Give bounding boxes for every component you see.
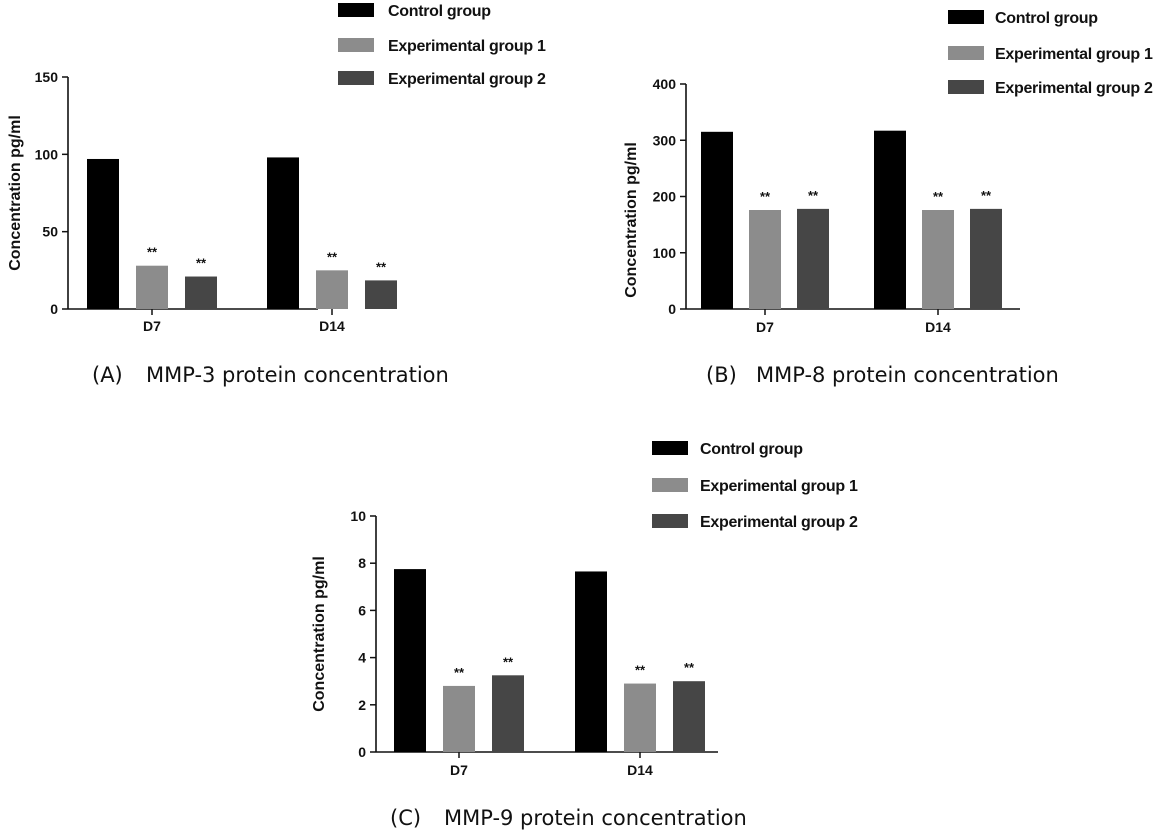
caption-title: MMP-3 protein concentration [146, 363, 449, 387]
bar [749, 210, 781, 309]
y-tick-label: 4 [358, 650, 366, 666]
legend-swatch [338, 3, 374, 17]
y-tick-label: 100 [653, 245, 677, 261]
legend: Control group Experimental group 1 Experim… [338, 3, 546, 88]
y-tick-label: 150 [35, 69, 59, 85]
significance-marker: ** [981, 188, 992, 203]
y-tick-label: 6 [358, 602, 366, 618]
significance-marker: ** [376, 259, 387, 274]
chart-c: 0 2 4 6 8 10 Concentration pg/ml ** ** D7 ** ** D14 C… [311, 441, 858, 830]
bar [624, 683, 656, 752]
significance-marker: ** [147, 245, 158, 260]
significance-marker: ** [635, 663, 646, 678]
y-tick-label: 300 [653, 132, 677, 148]
caption-label: (A) [92, 363, 123, 387]
y-tick-label: 0 [668, 301, 676, 317]
legend-swatch [652, 441, 688, 455]
bar [316, 270, 348, 309]
x-tick-label: D7 [143, 318, 161, 334]
x-tick-label: D14 [319, 318, 345, 334]
caption-label: (C) [390, 806, 421, 830]
significance-marker: ** [933, 189, 944, 204]
significance-marker: ** [454, 665, 465, 680]
y-tick-label: 100 [35, 146, 59, 162]
legend-swatch [338, 38, 374, 52]
legend-label: Experimental group 1 [388, 38, 546, 55]
significance-marker: ** [503, 654, 514, 669]
caption-label: (B) [706, 363, 737, 387]
y-tick-label: 0 [358, 744, 366, 760]
legend-swatch [948, 10, 984, 24]
bar [797, 208, 829, 309]
legend-label: Control group [388, 3, 491, 20]
legend-label: Experimental group 1 [995, 46, 1153, 63]
legend-label: Control group [995, 10, 1098, 27]
bar [365, 280, 397, 309]
bar [970, 208, 1002, 309]
x-tick-label: D14 [925, 319, 951, 335]
caption-title: MMP-9 protein concentration [444, 806, 747, 830]
legend-label: Experimental group 1 [700, 478, 858, 495]
legend-swatch [652, 478, 688, 492]
y-tick-label: 50 [42, 224, 58, 240]
bar [185, 276, 217, 309]
y-axis-label: Concentration pg/ml [7, 115, 24, 271]
legend-label: Control group [700, 441, 803, 458]
legend: Control group Experimental group 1 Experim… [948, 10, 1153, 97]
legend-swatch [338, 71, 374, 85]
x-tick-label: D14 [627, 762, 653, 778]
legend-swatch [948, 80, 984, 94]
bar [874, 130, 906, 309]
bar [922, 210, 954, 309]
y-tick-label: 2 [358, 697, 366, 713]
caption-title: MMP-8 protein concentration [756, 363, 1059, 387]
legend-swatch [652, 514, 688, 528]
legend-label: Experimental group 2 [995, 80, 1153, 97]
bar [267, 157, 299, 309]
significance-marker: ** [760, 189, 771, 204]
significance-marker: ** [196, 256, 207, 271]
y-axis-label: Concentration pg/ml [311, 556, 328, 712]
y-tick-label: 0 [50, 301, 58, 317]
legend-label: Experimental group 2 [388, 71, 546, 88]
bar [701, 131, 733, 309]
legend-label: Experimental group 2 [700, 514, 858, 531]
chart-b: 0 100 200 300 400 Concentration pg/ml ** ** D7 **… [623, 10, 1153, 387]
significance-marker: ** [808, 188, 819, 203]
bar [673, 681, 705, 752]
x-tick-label: D7 [450, 762, 468, 778]
significance-marker: ** [684, 660, 695, 675]
chart-a: 0 50 100 150 Concentration pg/ml ** ** D7 ** ** D1… [7, 3, 546, 387]
y-tick-label: 10 [350, 508, 366, 524]
bar [136, 265, 168, 309]
legend: Control group Experimental group 1 Experim… [652, 441, 858, 531]
bar [443, 685, 475, 752]
x-tick-label: D7 [756, 319, 774, 335]
y-tick-label: 8 [358, 555, 366, 571]
significance-marker: ** [327, 249, 338, 264]
bar [394, 569, 426, 752]
bar [492, 675, 524, 752]
bar [575, 571, 607, 752]
y-tick-label: 200 [653, 189, 677, 205]
y-tick-label: 400 [653, 76, 677, 92]
legend-swatch [948, 46, 984, 60]
y-axis-label: Concentration pg/ml [623, 142, 640, 298]
bar [87, 158, 119, 309]
